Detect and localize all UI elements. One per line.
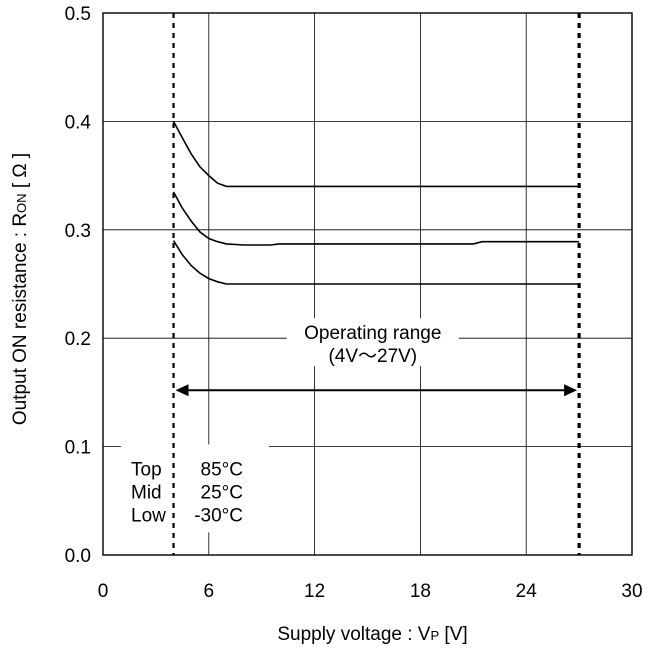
tick-labels: 0 6 12 18 24 30 0.0 0.1 0.2 0.3 0.4 0.5 <box>65 4 643 602</box>
x-tick-label: 6 <box>204 581 215 602</box>
x-tick-label: 18 <box>410 581 431 602</box>
legend: Top 85°C Mid 25°C Low -30°C <box>131 460 243 527</box>
x-tick-label: 0 <box>98 581 109 602</box>
range-label-line1: Operating range <box>304 323 441 344</box>
legend-temp-low: -30°C <box>194 506 243 527</box>
range-label-bg <box>286 318 459 367</box>
range-label-line2: (4V～27V) <box>328 346 417 367</box>
plot-border <box>102 12 633 556</box>
y-tick-label: 0.5 <box>65 4 91 25</box>
legend-box <box>121 444 269 533</box>
y-tick-label: 0.3 <box>65 221 91 242</box>
x-axis-label: Supply voltage : VP [V] <box>277 624 467 645</box>
axis-labels: Supply voltage : VP [V] Output ON resista… <box>10 153 468 645</box>
legend-temp-top: 85°C <box>201 460 243 481</box>
x-tick-label: 24 <box>516 581 538 602</box>
range-arrow-head-right <box>564 384 578 397</box>
y-tick-label: 0.0 <box>65 546 91 567</box>
y-tick-label: 0.2 <box>65 329 91 350</box>
series-lines <box>172 121 580 285</box>
series-line-mid <box>172 191 580 246</box>
series-line-top <box>172 121 580 188</box>
range-arrow-head-left <box>175 384 189 397</box>
y-tick-label: 0.1 <box>65 438 91 459</box>
x-tick-label: 30 <box>621 581 642 602</box>
plot-frame <box>102 12 633 556</box>
legend-name-top: Top <box>131 460 162 481</box>
legend-temp-mid: 25°C <box>201 483 243 504</box>
legend-name-mid: Mid <box>131 483 162 504</box>
annotations: Operating range(4V～27V) <box>175 318 578 397</box>
y-tick-label: 0.4 <box>65 112 92 133</box>
x-tick-label: 12 <box>304 581 325 602</box>
legend-name-low: Low <box>131 506 166 527</box>
series-line-low <box>172 240 580 285</box>
y-axis-label: Output ON resistance : RON [ Ω ] <box>10 153 31 425</box>
